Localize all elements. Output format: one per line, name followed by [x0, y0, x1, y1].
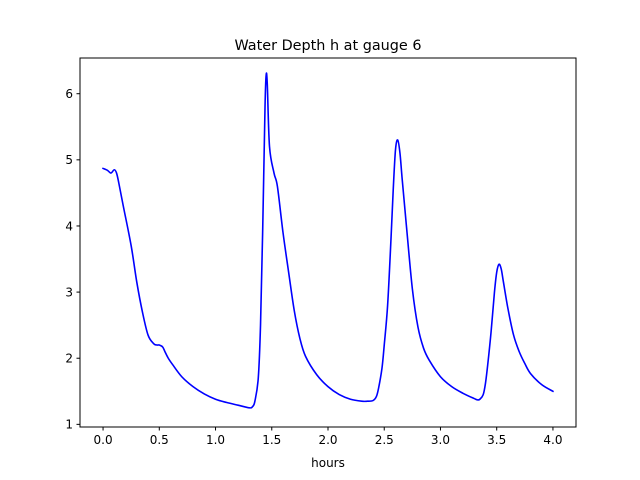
axes-frame — [79, 57, 577, 428]
x-tick-label: 2.5 — [375, 433, 394, 447]
x-tick-label: 0.5 — [150, 433, 169, 447]
plot-area: 0.0 0.5 1.0 1.5 2.0 2.5 3.0 3.5 4.0 1 2 3 4 5 6 — [65, 72, 562, 447]
y-tick-label: 1 — [65, 418, 73, 432]
y-tick-label: 4 — [65, 219, 73, 233]
x-tick-label: 3.0 — [431, 433, 450, 447]
y-tick-label: 6 — [65, 87, 73, 101]
y-tick-label: 3 — [65, 285, 73, 299]
x-tick-label: 1.0 — [206, 433, 225, 447]
series-line — [102, 72, 555, 409]
x-tick-label: 4.0 — [543, 433, 562, 447]
y-tick-label: 5 — [65, 153, 73, 167]
x-tick-label: 0.0 — [94, 433, 113, 447]
y-tick-label: 2 — [65, 352, 73, 366]
x-tick-label: 3.5 — [487, 433, 506, 447]
chart-title: Water Depth h at gauge 6 — [234, 38, 421, 54]
x-axis-label: hours — [311, 456, 345, 470]
x-tick-label: 2.0 — [318, 433, 337, 447]
x-tick-label: 1.5 — [262, 433, 281, 447]
